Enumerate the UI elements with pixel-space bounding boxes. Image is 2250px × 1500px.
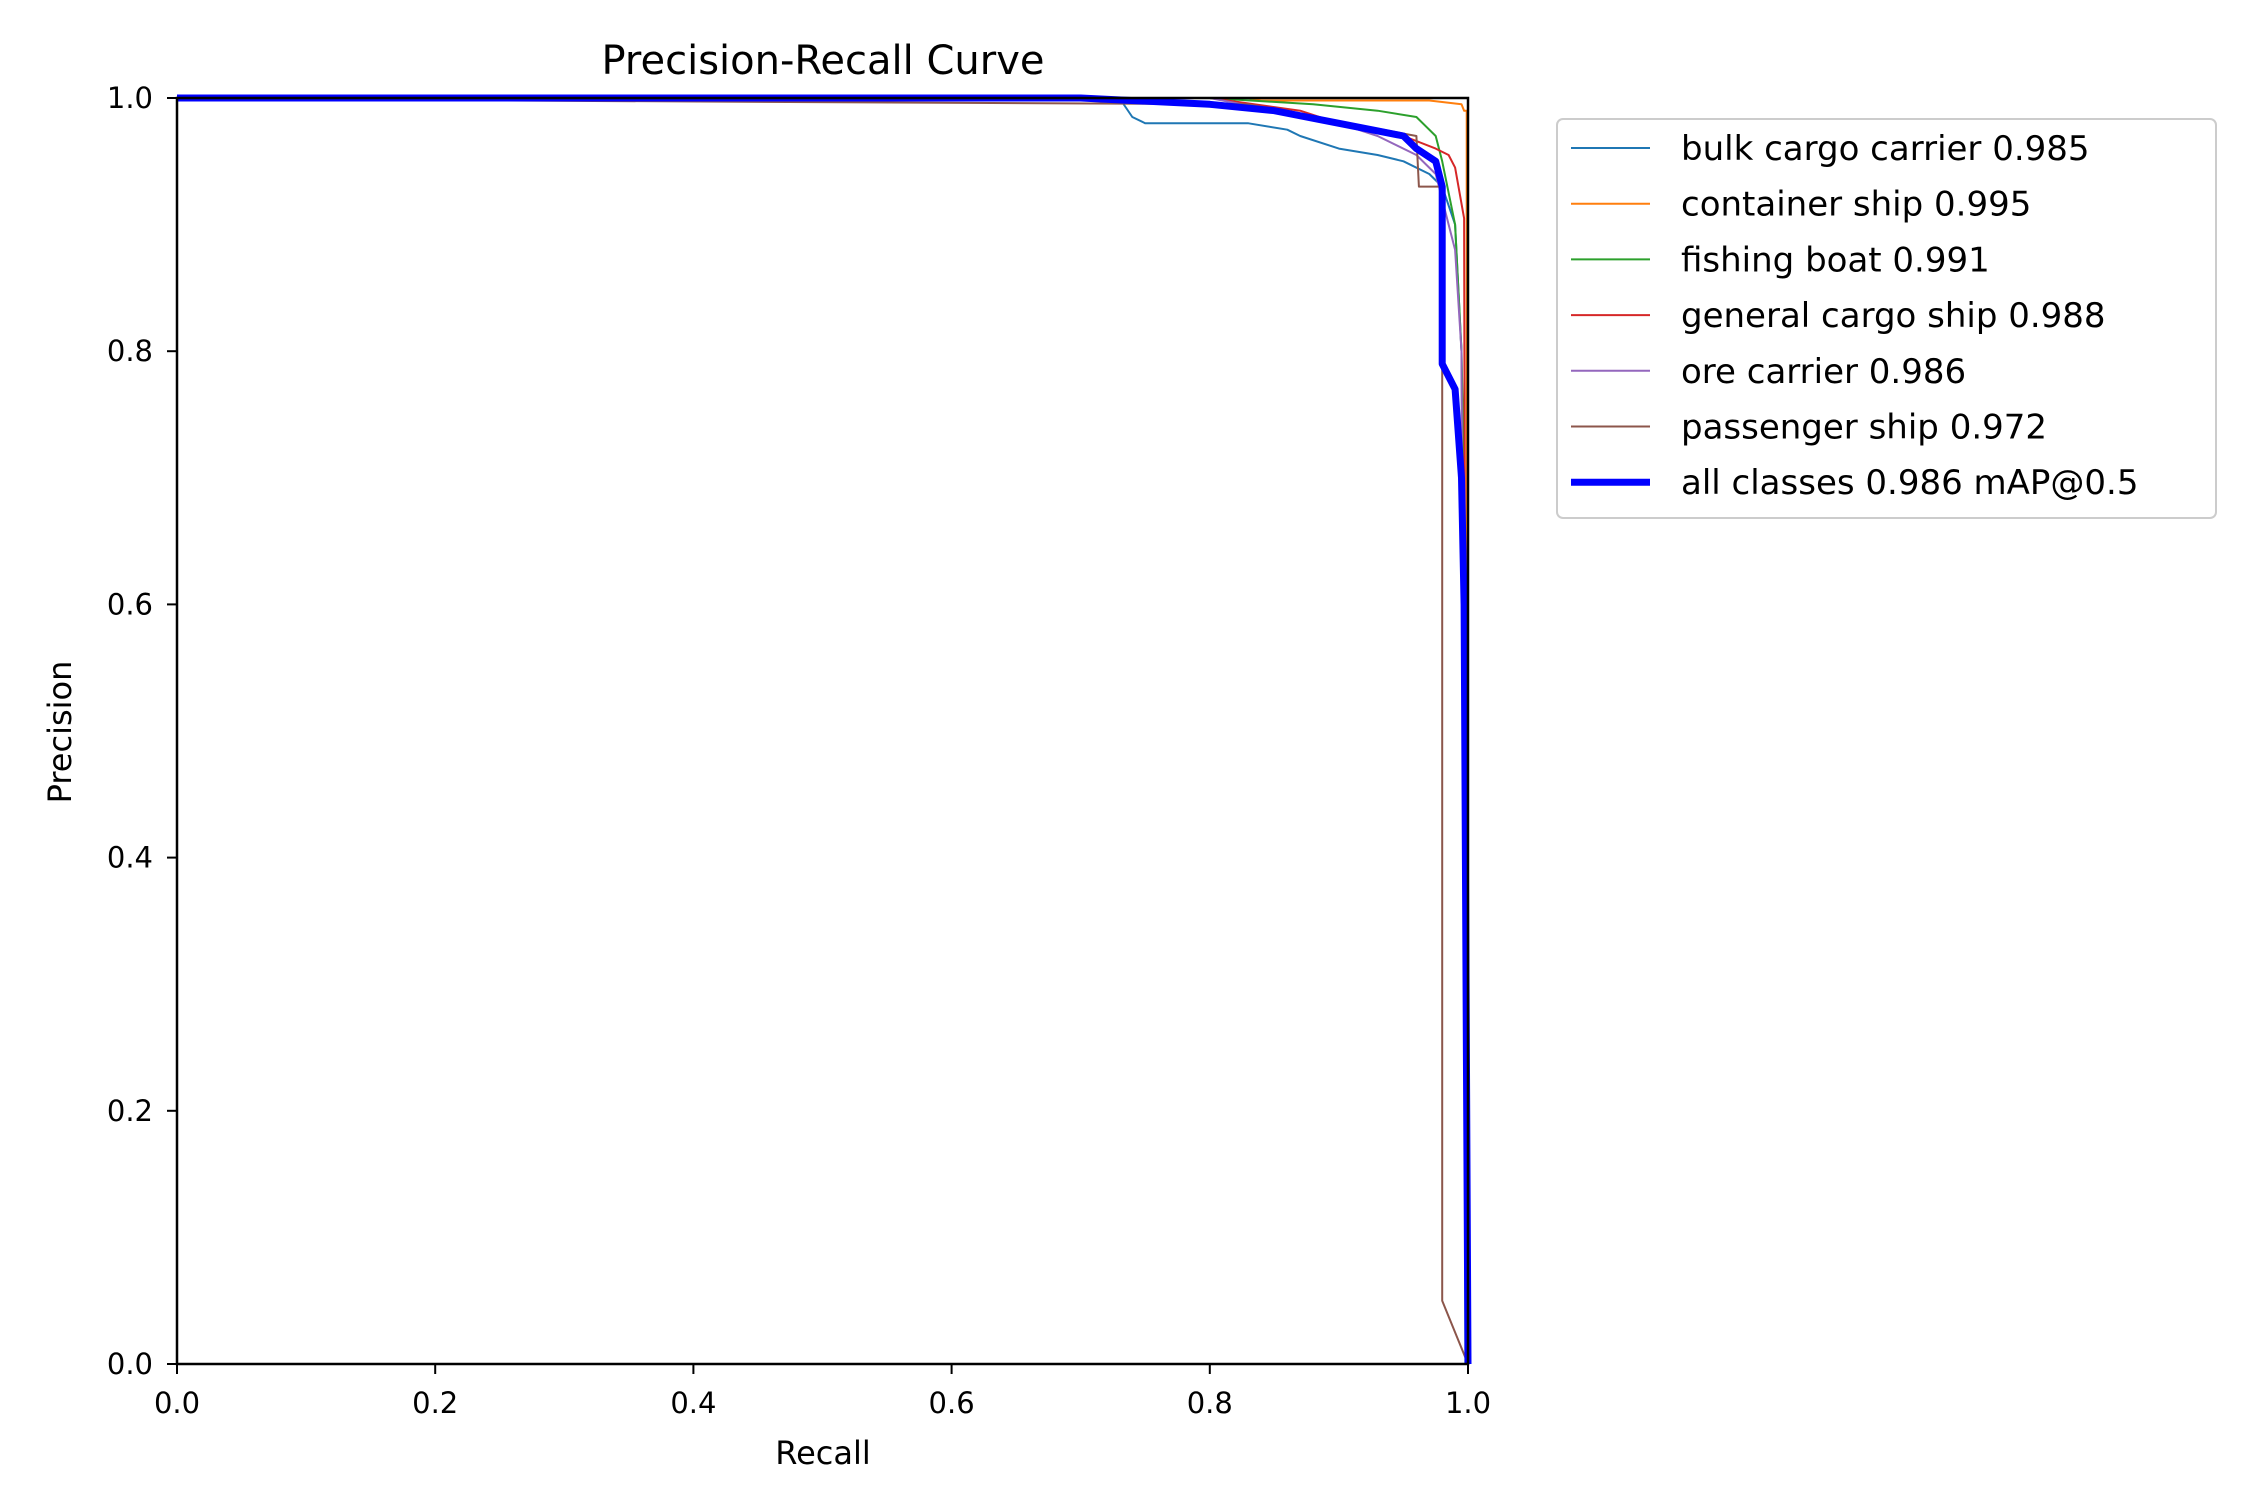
x-tick-label: 1.0 bbox=[1445, 1386, 1491, 1420]
y-tick-label: 1.0 bbox=[107, 81, 153, 115]
x-tick-label: 0.2 bbox=[412, 1386, 458, 1420]
legend-label: bulk cargo carrier 0.985 bbox=[1681, 129, 2090, 169]
legend-label: all classes 0.986 mAP@0.5 bbox=[1681, 463, 2138, 503]
y-tick-label: 0.0 bbox=[107, 1347, 153, 1381]
plot-frame bbox=[175, 96, 1470, 1366]
x-axis: 0.0 0.2 0.4 0.6 0.8 1.0 bbox=[154, 1364, 1491, 1420]
plot-area bbox=[176, 94, 1472, 1365]
x-tick-label: 0.0 bbox=[154, 1386, 200, 1420]
y-tick-label: 0.6 bbox=[107, 587, 153, 621]
x-axis-label: Recall bbox=[775, 1434, 870, 1472]
y-tick-label: 0.8 bbox=[107, 334, 153, 368]
series-line-2 bbox=[177, 97, 1467, 1365]
x-tick-label: 0.6 bbox=[929, 1386, 975, 1420]
legend-box bbox=[1556, 118, 2217, 519]
legend-label: passenger ship 0.972 bbox=[1681, 408, 2047, 448]
series-line-1 bbox=[177, 97, 1468, 1364]
y-tick-label: 0.2 bbox=[107, 1094, 153, 1128]
series-line-5 bbox=[176, 97, 1469, 1365]
x-tick-label: 0.8 bbox=[1187, 1386, 1233, 1420]
legend-label: container ship 0.995 bbox=[1681, 185, 2031, 225]
y-axis: 0.0 0.2 0.4 0.6 0.8 1.0 bbox=[107, 81, 177, 1381]
legend-label: general cargo ship 0.988 bbox=[1681, 296, 2106, 336]
series-line-0 bbox=[177, 97, 1469, 1365]
chart-title: Precision-Recall Curve bbox=[602, 38, 1045, 84]
series-line-3 bbox=[177, 97, 1468, 1365]
legend-label: fishing boat 0.991 bbox=[1681, 240, 1990, 280]
x-tick-label: 0.4 bbox=[670, 1386, 716, 1420]
series-line-6 bbox=[177, 94, 1472, 1365]
legend: bulk cargo carrier 0.985 container ship 0… bbox=[1556, 118, 2217, 519]
legend-label: ore carrier 0.986 bbox=[1681, 352, 1966, 392]
series-line-4 bbox=[177, 97, 1468, 1365]
y-tick-label: 0.4 bbox=[107, 841, 153, 875]
y-axis-label: Precision bbox=[41, 661, 79, 804]
